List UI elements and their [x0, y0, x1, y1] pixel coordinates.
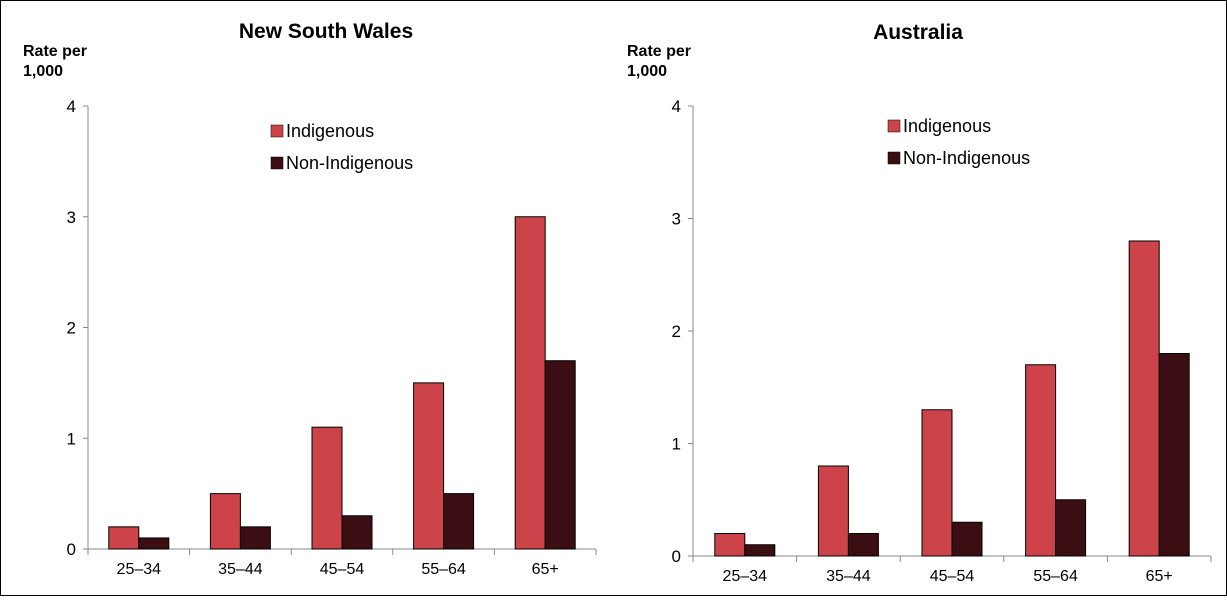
- y-tick-label: 1: [672, 435, 681, 454]
- y-axis-label-line1: Rate per: [627, 43, 691, 60]
- bar-indigenous-2: [817, 465, 849, 557]
- legend-swatch: [270, 124, 284, 138]
- legend-label: Indigenous: [903, 116, 991, 136]
- legend-label: Non-Indigenous: [903, 148, 1030, 168]
- bar-non-indigenous-4: [1055, 499, 1087, 557]
- legend-swatch: [887, 151, 901, 165]
- bar-non-indigenous-2: [239, 526, 271, 550]
- x-tick-label: 65+: [1146, 568, 1173, 585]
- y-tick-label: 3: [67, 208, 76, 227]
- bar-non-indigenous-2: [847, 533, 879, 557]
- y-tick-label: 2: [67, 319, 76, 338]
- y-axis-label-line2: 1,000: [627, 63, 667, 80]
- y-tick-label: 0: [672, 547, 681, 566]
- bar-indigenous-3: [921, 409, 953, 557]
- bar-non-indigenous-5: [1158, 353, 1190, 557]
- chart-panel-new-south-wales: New South Wales Rate per 1,000 0 1 2 3 4 25–3…: [1, 1, 613, 595]
- y-tick-label: 2: [672, 322, 681, 341]
- bar-non-indigenous-4: [443, 493, 475, 550]
- y-tick-label: 0: [67, 540, 76, 559]
- chart-title: Australia: [873, 21, 963, 44]
- y-axis-label-line1: Rate per: [23, 43, 87, 60]
- x-tick-label: 35–44: [218, 561, 263, 578]
- bar-indigenous-3: [311, 426, 343, 550]
- legend-label: Indigenous: [286, 121, 374, 141]
- x-tick-label: 55–64: [421, 561, 466, 578]
- y-tick-label: 3: [672, 210, 681, 229]
- bar-non-indigenous-1: [744, 544, 776, 557]
- bar-chart-australia: Australia Rate per 1,000 0 1 2 3 4 25–34 35–44…: [627, 21, 1212, 585]
- bar-indigenous-1: [108, 526, 140, 550]
- chart-panel-australia: Australia Rate per 1,000 0 1 2 3 4 25–34 35–44…: [613, 1, 1226, 595]
- legend-swatch: [270, 156, 284, 170]
- bar-non-indigenous-1: [138, 537, 170, 550]
- bar-indigenous-5: [514, 216, 546, 550]
- y-tick-label: 4: [67, 97, 76, 116]
- x-tick-label: 45–54: [320, 561, 365, 578]
- bar-non-indigenous-3: [951, 521, 983, 557]
- legend-label: Non-Indigenous: [286, 153, 413, 173]
- x-tick-label: 35–44: [826, 568, 871, 585]
- legend-swatch: [887, 119, 901, 133]
- y-tick-label: 4: [672, 97, 681, 116]
- bar-chart-new-south-wales: New South Wales Rate per 1,000 0 1 2 3 4 25–3…: [23, 20, 597, 578]
- x-tick-label: 45–54: [930, 568, 975, 585]
- bar-non-indigenous-5: [544, 360, 576, 550]
- bar-indigenous-4: [413, 382, 445, 550]
- bar-indigenous-4: [1025, 364, 1057, 557]
- x-tick-label: 55–64: [1033, 568, 1078, 585]
- y-tick-label: 1: [67, 429, 76, 448]
- x-tick-label: 25–34: [117, 561, 162, 578]
- x-tick-label: 65+: [532, 561, 559, 578]
- bar-indigenous-5: [1128, 240, 1160, 557]
- chart-title: New South Wales: [239, 20, 413, 43]
- bar-non-indigenous-3: [341, 515, 373, 550]
- x-tick-label: 25–34: [723, 568, 768, 585]
- bar-indigenous-2: [209, 493, 241, 550]
- bar-indigenous-1: [714, 533, 746, 557]
- y-axis-label-line2: 1,000: [23, 63, 63, 80]
